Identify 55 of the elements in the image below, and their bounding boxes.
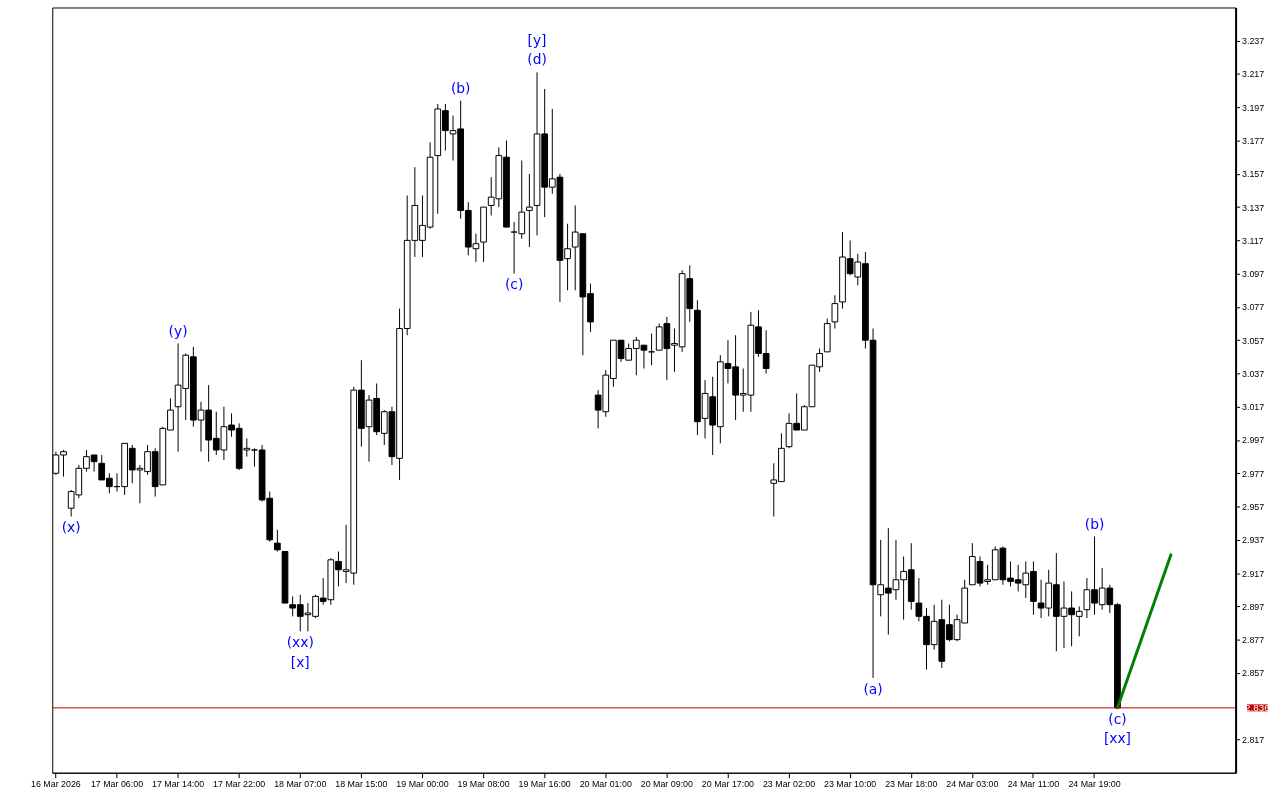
x-tick-label: 24 Mar 11:00 (1007, 779, 1060, 790)
x-tick-label: 19 Mar 16:00 (518, 779, 571, 790)
x-tick-label: 23 Mar 02:00 (762, 779, 816, 790)
y-tick-label: 3.057 (1242, 335, 1265, 346)
annotation: [x] (290, 653, 310, 670)
y-tick-label: 3.237 (1242, 36, 1265, 47)
annotation: (c) (1108, 710, 1127, 727)
y-tick-label: 3.097 (1242, 269, 1265, 280)
x-tick-label: 20 Mar 17:00 (701, 779, 755, 790)
y-tick-label: 2.857 (1242, 668, 1265, 679)
y-tick-label: 2.877 (1242, 635, 1265, 646)
y-tick-label: 2.897 (1242, 601, 1265, 612)
annotation: (c) (504, 276, 524, 293)
candlestick (251, 447, 258, 468)
y-tick-label: 3.177 (1242, 136, 1265, 147)
y-tick-label: 2.997 (1242, 435, 1265, 446)
y-tick-label: 2.817 (1242, 734, 1265, 745)
annotation: (a) (863, 680, 883, 697)
y-tick-label: 3.137 (1242, 202, 1265, 213)
x-tick-label: 16 Mar 2026 (31, 779, 81, 790)
y-tick-label: 3.037 (1242, 368, 1265, 379)
candlestick (526, 173, 533, 248)
x-tick-label: 17 Mar 06:00 (90, 779, 144, 790)
x-tick-label: 19 Mar 00:00 (396, 779, 449, 790)
y-tick-label: 3.017 (1242, 402, 1265, 413)
x-tick-label: 23 Mar 10:00 (824, 779, 877, 790)
x-tick-label: 20 Mar 09:00 (640, 779, 694, 790)
x-tick-label: 24 Mar 03:00 (946, 779, 999, 790)
candlestick (274, 529, 281, 552)
x-tick-label: 20 Mar 01:00 (579, 779, 632, 790)
x-tick-label: 17 Mar 22:00 (213, 779, 266, 790)
x-tick-label: 17 Mar 14:00 (151, 779, 205, 790)
y-tick-label: 3.077 (1242, 302, 1265, 313)
annotation: (b) (450, 79, 471, 96)
y-tick-label: 2.937 (1242, 535, 1265, 546)
candlestick (831, 294, 839, 330)
x-tick-label: 18 Mar 07:00 (274, 779, 327, 790)
y-tick-label: 2.917 (1242, 568, 1265, 579)
annotation: [xx] (1103, 730, 1131, 747)
y-tick-label: 3.217 (1242, 69, 1265, 80)
x-tick-label: 19 Mar 08:00 (457, 779, 510, 790)
annotation: (y) (168, 322, 188, 339)
annotation: [y] (527, 31, 547, 48)
y-tick-label: 3.117 (1242, 235, 1264, 246)
annotation: (d) (527, 51, 547, 68)
x-tick-label: 23 Mar 18:00 (885, 779, 938, 790)
y-tick-label: 2.957 (1242, 502, 1265, 513)
x-tick-label: 18 Mar 15:00 (335, 779, 388, 790)
x-tick-label: 24 Mar 19:00 (1068, 779, 1121, 790)
annotation: (x) (61, 519, 81, 536)
y-tick-label: 2.977 (1242, 468, 1265, 479)
y-tick-label: 3.157 (1242, 169, 1265, 180)
annotation: (b) (1084, 515, 1105, 532)
annotation: (xx) (286, 634, 314, 651)
y-tick-label: 3.197 (1242, 102, 1265, 113)
